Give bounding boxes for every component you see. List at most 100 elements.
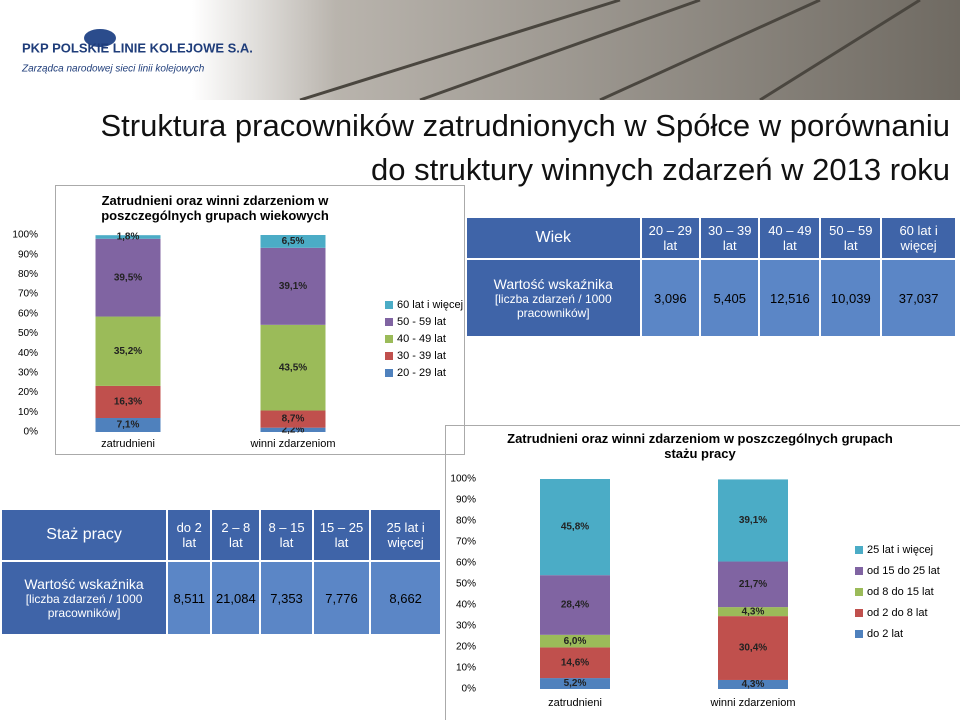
data-label: 2,2%: [282, 424, 305, 435]
y-tick-label: 40%: [18, 348, 38, 359]
data-label: 8,7%: [282, 414, 305, 425]
legend-label: od 2 do 8 lat: [867, 607, 928, 619]
legend-swatch: [855, 630, 863, 638]
data-label: 39,5%: [114, 272, 142, 283]
header-cell: do 2 lat: [168, 510, 211, 560]
legend-label: 60 lat i więcej: [397, 299, 463, 311]
y-tick-label: 50%: [18, 328, 38, 339]
legend-label: 20 - 29 lat: [397, 367, 446, 379]
bar-segment: [718, 561, 788, 608]
y-tick-label: 70%: [18, 289, 38, 300]
company-name: PKP POLSKIE LINIE KOLEJOWE S.A.: [22, 40, 253, 55]
bar-segment: [718, 616, 788, 680]
y-tick-label: 20%: [18, 387, 38, 398]
data-label: 45,8%: [561, 522, 589, 533]
tenure-table: Staż pracy do 2 lat 2 – 8 lat 8 – 15 lat 15 …: [0, 508, 442, 636]
y-tick-label: 30%: [18, 368, 38, 379]
y-tick-label: 0%: [24, 427, 39, 438]
data-label: 6,5%: [282, 236, 305, 247]
row-label: [liczba zdarzeń / 1000 pracowników]: [25, 592, 143, 620]
y-tick-label: 10%: [18, 407, 38, 418]
data-label: 7,1%: [117, 420, 140, 431]
bar-segment: [95, 316, 161, 386]
bar-segment: [540, 575, 610, 635]
header-cell: 20 – 29 lat: [641, 218, 700, 258]
bar-segment: [260, 324, 326, 411]
data-label: 43,5%: [279, 362, 307, 373]
row-label: Wartość wskaźnika: [24, 576, 144, 592]
data-label: 14,6%: [561, 657, 589, 668]
legend-label: 40 - 49 lat: [397, 333, 446, 345]
x-tick-label: zatrudnieni: [548, 697, 602, 709]
header-cell: 8 – 15 lat: [261, 510, 312, 560]
legend-label: do 2 lat: [867, 628, 903, 640]
value-cell: 3,096: [641, 260, 700, 336]
legend-swatch: [385, 352, 393, 360]
y-tick-label: 80%: [18, 269, 38, 280]
bar-segment: [260, 410, 326, 428]
header-cell: 15 – 25 lat: [313, 510, 370, 560]
legend-label: 50 - 59 lat: [397, 316, 446, 328]
y-tick-label: 60%: [456, 558, 476, 569]
bar-segment: [540, 479, 610, 576]
bar-segment: [718, 679, 788, 689]
x-tick-label: winni zdarzeniom: [250, 438, 336, 450]
header-cell: 2 – 8 lat: [212, 510, 260, 560]
bar-segment: [260, 247, 326, 325]
data-label: 4,3%: [742, 606, 765, 617]
header-cell: 60 lat i więcej: [882, 218, 955, 258]
y-tick-label: 30%: [456, 621, 476, 632]
data-label: 35,2%: [114, 346, 142, 357]
y-tick-label: 80%: [456, 516, 476, 527]
legend-swatch: [385, 301, 393, 309]
bar-segment: [95, 418, 161, 432]
row-label: Wartość wskaźnika: [493, 276, 613, 292]
bar-segment: [260, 427, 326, 432]
y-tick-label: 0%: [462, 684, 477, 695]
value-cell: 8,662: [371, 562, 440, 634]
y-tick-label: 10%: [456, 663, 476, 674]
bar-segment: [95, 238, 161, 317]
chart-title: Zatrudnieni oraz winni zdarzeniom w posz…: [101, 193, 329, 223]
y-tick-label: 70%: [456, 537, 476, 548]
data-label: 16,3%: [114, 397, 142, 408]
slide-title: Struktura pracowników zatrudnionych w Sp…: [100, 108, 951, 187]
bar-segment: [540, 678, 610, 689]
bar-segment: [718, 479, 788, 562]
value-cell: 12,516: [760, 260, 820, 336]
bar-segment: [718, 607, 788, 617]
chart-title: Zatrudnieni oraz winni zdarzeniom w posz…: [507, 431, 893, 461]
tagline: Zarządca narodowej sieci linii kolejowyc…: [21, 64, 205, 75]
legend-label: 30 - 39 lat: [397, 350, 446, 362]
legend-label: od 8 do 15 lat: [867, 586, 934, 598]
header-banner: PKP POLSKIE LINIE KOLEJOWE S.A. Zarządca…: [0, 0, 960, 100]
data-label: 39,1%: [739, 515, 767, 526]
header-cell: 40 – 49 lat: [760, 218, 820, 258]
legend-swatch: [385, 369, 393, 377]
legend-swatch: [385, 318, 393, 326]
data-label: 5,2%: [564, 678, 587, 689]
data-label: 30,4%: [739, 643, 767, 654]
value-cell: 7,776: [313, 562, 370, 634]
data-label: 4,3%: [742, 679, 765, 690]
header-cell: Staż pracy: [2, 510, 167, 560]
legend-swatch: [855, 609, 863, 617]
legend-swatch: [385, 335, 393, 343]
bar-segment: [260, 235, 326, 248]
y-tick-label: 100%: [12, 230, 38, 241]
data-label: 1,8%: [117, 232, 140, 243]
x-tick-label: zatrudnieni: [101, 438, 155, 450]
row-label: [liczba zdarzeń / 1000 pracowników]: [494, 292, 612, 320]
y-tick-label: 40%: [456, 600, 476, 611]
value-cell: 10,039: [821, 260, 881, 336]
bar-segment: [540, 634, 610, 648]
bar-segment: [95, 235, 161, 239]
chart-frame: [445, 425, 960, 720]
legend-swatch: [855, 546, 863, 554]
bar-segment: [540, 647, 610, 679]
legend-swatch: [855, 567, 863, 575]
data-label: 28,4%: [561, 600, 589, 611]
data-label: 39,1%: [279, 281, 307, 292]
